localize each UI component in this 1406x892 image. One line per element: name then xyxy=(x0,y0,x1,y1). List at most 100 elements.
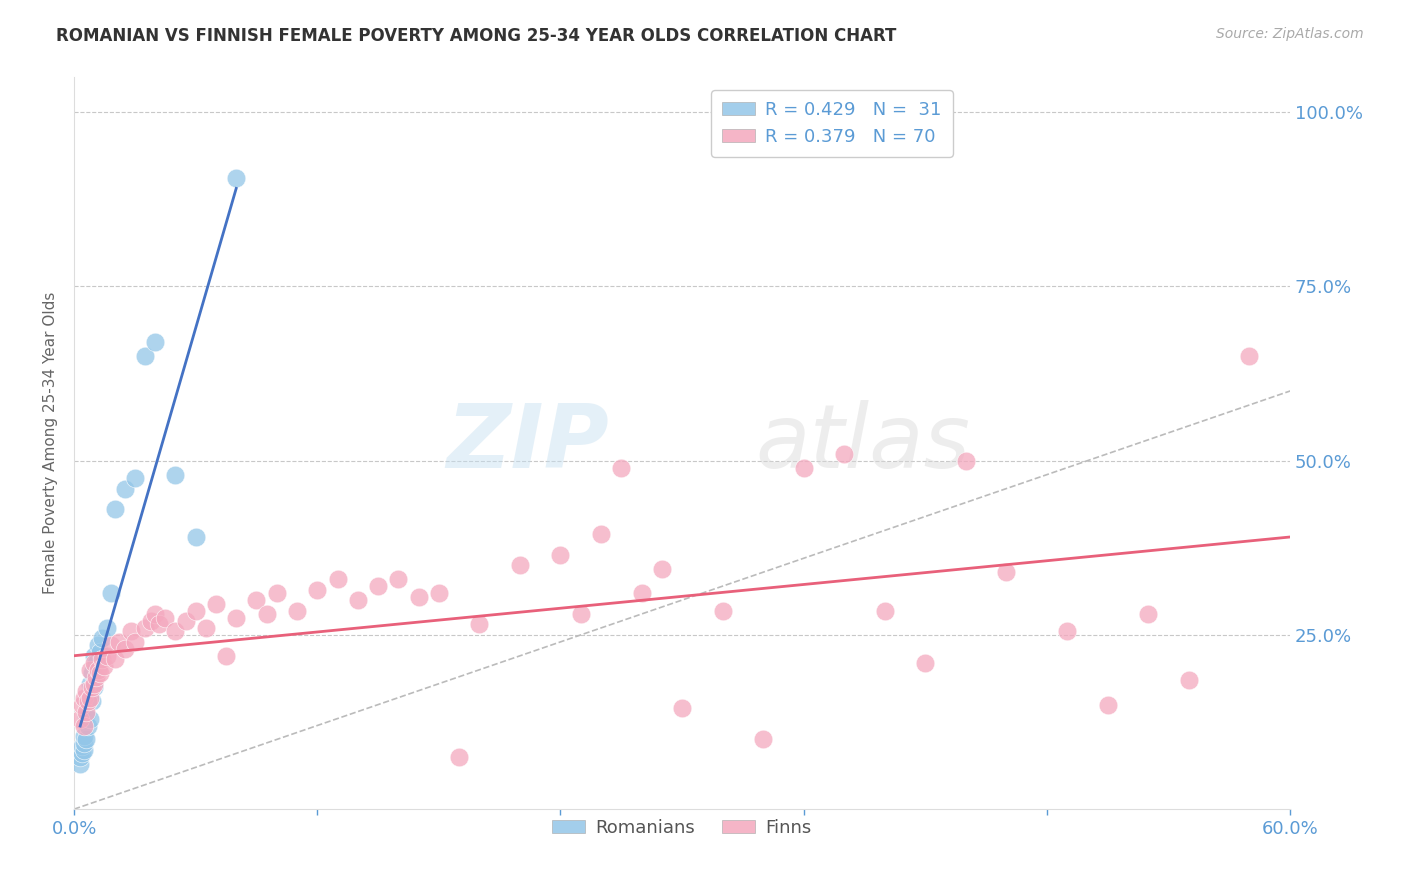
Point xyxy=(873,603,896,617)
Point xyxy=(387,572,409,586)
Point xyxy=(995,565,1018,579)
Y-axis label: Female Poverty Among 25-34 Year Olds: Female Poverty Among 25-34 Year Olds xyxy=(44,292,58,594)
Point xyxy=(307,582,329,597)
Point xyxy=(671,701,693,715)
Point xyxy=(89,666,111,681)
Point xyxy=(143,607,166,621)
Point xyxy=(1056,624,1078,639)
Legend: Romanians, Finns: Romanians, Finns xyxy=(546,812,820,844)
Point xyxy=(408,590,430,604)
Point xyxy=(75,708,97,723)
Point xyxy=(711,603,734,617)
Point xyxy=(96,648,118,663)
Point xyxy=(914,656,936,670)
Point xyxy=(96,621,118,635)
Point xyxy=(346,593,368,607)
Point xyxy=(174,614,197,628)
Point xyxy=(569,607,592,621)
Text: ROMANIAN VS FINNISH FEMALE POVERTY AMONG 25-34 YEAR OLDS CORRELATION CHART: ROMANIAN VS FINNISH FEMALE POVERTY AMONG… xyxy=(56,27,897,45)
Point xyxy=(93,659,115,673)
Point xyxy=(82,680,104,694)
Point xyxy=(367,579,389,593)
Point xyxy=(77,694,100,708)
Point xyxy=(225,610,247,624)
Point xyxy=(124,635,146,649)
Point xyxy=(75,683,97,698)
Point xyxy=(793,460,815,475)
Point xyxy=(114,641,136,656)
Point xyxy=(468,617,491,632)
Point xyxy=(955,453,977,467)
Text: atlas: atlas xyxy=(755,401,970,486)
Text: ZIP: ZIP xyxy=(446,400,609,487)
Point xyxy=(143,335,166,350)
Point xyxy=(1097,698,1119,712)
Point xyxy=(86,656,108,670)
Point xyxy=(79,690,101,705)
Point xyxy=(630,586,652,600)
Point xyxy=(83,676,105,690)
Point xyxy=(100,586,122,600)
Point xyxy=(752,732,775,747)
Point xyxy=(91,652,114,666)
Point xyxy=(107,635,129,649)
Point xyxy=(120,624,142,639)
Point xyxy=(77,694,100,708)
Point xyxy=(589,527,612,541)
Point xyxy=(73,736,96,750)
Point xyxy=(266,586,288,600)
Point xyxy=(69,712,91,726)
Point xyxy=(79,676,101,690)
Point xyxy=(69,756,91,771)
Point xyxy=(165,624,187,639)
Point xyxy=(100,639,122,653)
Point xyxy=(83,680,105,694)
Point xyxy=(75,732,97,747)
Point xyxy=(79,663,101,677)
Point xyxy=(651,562,673,576)
Point xyxy=(104,502,127,516)
Point xyxy=(69,750,91,764)
Point xyxy=(70,747,93,761)
Point xyxy=(134,621,156,635)
Point xyxy=(73,690,96,705)
Point xyxy=(148,617,170,632)
Point xyxy=(215,648,238,663)
Point xyxy=(70,739,93,754)
Point xyxy=(124,471,146,485)
Point xyxy=(114,482,136,496)
Point xyxy=(79,712,101,726)
Point xyxy=(73,743,96,757)
Point xyxy=(86,670,108,684)
Point xyxy=(139,614,162,628)
Point xyxy=(77,718,100,732)
Point xyxy=(89,645,111,659)
Point xyxy=(194,621,217,635)
Point xyxy=(184,530,207,544)
Point xyxy=(509,558,531,573)
Text: Source: ZipAtlas.com: Source: ZipAtlas.com xyxy=(1216,27,1364,41)
Point xyxy=(610,460,633,475)
Point xyxy=(285,603,308,617)
Point xyxy=(449,750,471,764)
Point xyxy=(1137,607,1160,621)
Point xyxy=(245,593,267,607)
Point xyxy=(427,586,450,600)
Point xyxy=(104,652,127,666)
Point xyxy=(184,603,207,617)
Point xyxy=(91,632,114,646)
Point xyxy=(73,729,96,743)
Point xyxy=(1239,349,1261,363)
Point xyxy=(82,694,104,708)
Point xyxy=(83,648,105,663)
Point xyxy=(326,572,349,586)
Point xyxy=(225,171,247,186)
Point xyxy=(82,666,104,681)
Point xyxy=(165,467,187,482)
Point xyxy=(87,639,110,653)
Point xyxy=(83,656,105,670)
Point xyxy=(205,597,228,611)
Point xyxy=(1177,673,1199,688)
Point xyxy=(550,548,572,562)
Point xyxy=(70,698,93,712)
